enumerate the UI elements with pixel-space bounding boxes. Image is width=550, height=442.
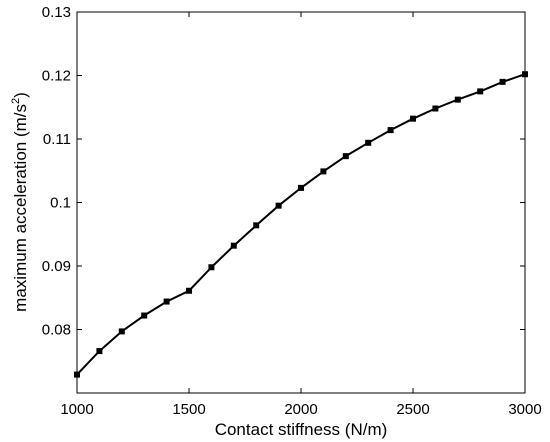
- data-point: [499, 78, 506, 85]
- data-point: [387, 127, 394, 134]
- data-point: [208, 264, 215, 271]
- data-point: [230, 242, 237, 249]
- x-tick-label: 2500: [396, 401, 429, 418]
- data-point: [163, 298, 170, 305]
- data-point: [320, 168, 327, 175]
- data-point: [454, 96, 461, 103]
- data-point: [432, 105, 439, 112]
- data-point: [365, 139, 372, 146]
- x-tick-label: 3000: [508, 401, 541, 418]
- plot-area: [76, 11, 526, 394]
- y-tick-label: 0.13: [42, 4, 71, 21]
- y-axis-title: maximum acceleration (m/s2): [10, 92, 30, 312]
- y-tick-label: 0.08: [42, 322, 71, 339]
- y-axis-title-superscript: 2: [10, 98, 22, 104]
- y-tick-label: 0.1: [50, 195, 71, 212]
- data-point: [342, 153, 349, 160]
- data-point: [186, 287, 192, 294]
- data-point: [74, 371, 80, 378]
- x-tick-label: 1000: [60, 401, 93, 418]
- x-tick-label: 1500: [172, 401, 205, 418]
- data-point: [253, 222, 260, 229]
- ticks: 1000 1500 2000 2500 3000 0.08 0.09 0.1 0.11 0.12 0…: [42, 4, 542, 418]
- data-point: [118, 328, 125, 335]
- data-point: [275, 202, 282, 209]
- data-point: [141, 312, 148, 319]
- data-point: [298, 184, 304, 191]
- y-tick-label: 0.09: [42, 258, 71, 275]
- y-tick-label: 0.11: [43, 131, 71, 148]
- data-point: [477, 88, 484, 95]
- x-axis-title: Contact stiffness (N/m): [215, 420, 388, 439]
- data-point: [410, 115, 416, 122]
- data-point: [96, 348, 103, 355]
- y-axis-title-close: ): [11, 92, 30, 98]
- data-point: [522, 71, 528, 78]
- y-tick-label: 0.12: [42, 68, 71, 85]
- y-axis-title-main: maximum acceleration (m/s: [11, 104, 30, 312]
- x-tick-label: 2000: [284, 401, 317, 418]
- series: [74, 71, 528, 378]
